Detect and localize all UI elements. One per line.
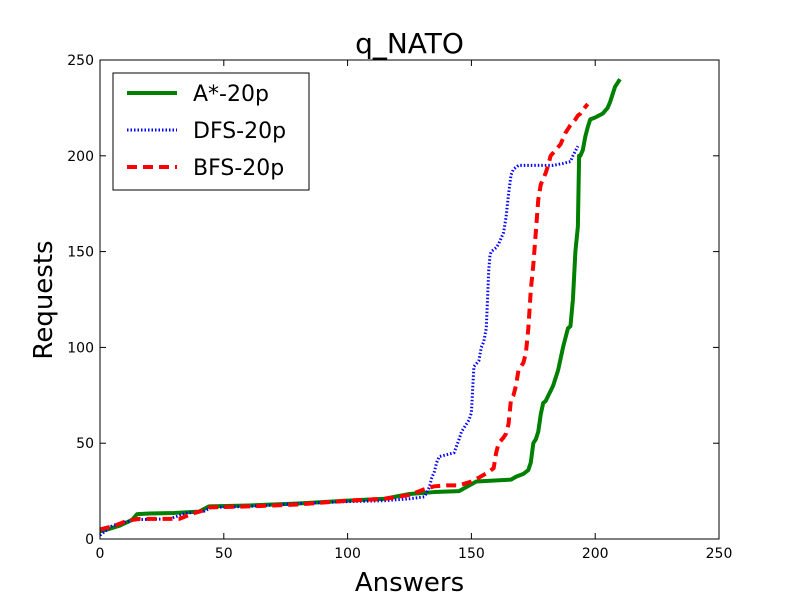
series-line-dfs-20p — [99, 145, 580, 537]
tick-layer: 0 50 100 150 200 250 0 50 100 150 200 250 — [67, 53, 732, 562]
x-tick-label: 100 — [334, 546, 361, 562]
y-tick-label: 150 — [67, 245, 94, 261]
plot-frame — [99, 59, 720, 540]
y-tick-label: 50 — [76, 436, 94, 452]
series-line-bfs-20p — [99, 102, 590, 532]
legend-label-dfs: DFS-20p — [193, 119, 286, 144]
x-tick-label: 250 — [706, 546, 733, 562]
y-axis-title: Requests — [29, 240, 59, 359]
y-tick-label: 0 — [85, 532, 94, 548]
chart-title: q_NATO — [355, 27, 464, 60]
legend-label-a-star: A*-20p — [193, 82, 269, 107]
x-tick-label: 50 — [215, 546, 233, 562]
y-tick-label: 100 — [67, 340, 94, 356]
y-tick-label: 200 — [67, 149, 94, 165]
series-layer — [99, 78, 622, 537]
legend-label-bfs: BFS-20p — [193, 156, 284, 181]
legend: A*-20p DFS-20p BFS-20p — [112, 72, 310, 191]
y-tick-label: 250 — [67, 53, 94, 69]
x-tick-label: 200 — [582, 546, 609, 562]
x-axis-title: Answers — [355, 568, 464, 598]
x-tick-label: 150 — [458, 546, 485, 562]
x-tick-label: 0 — [96, 546, 105, 562]
